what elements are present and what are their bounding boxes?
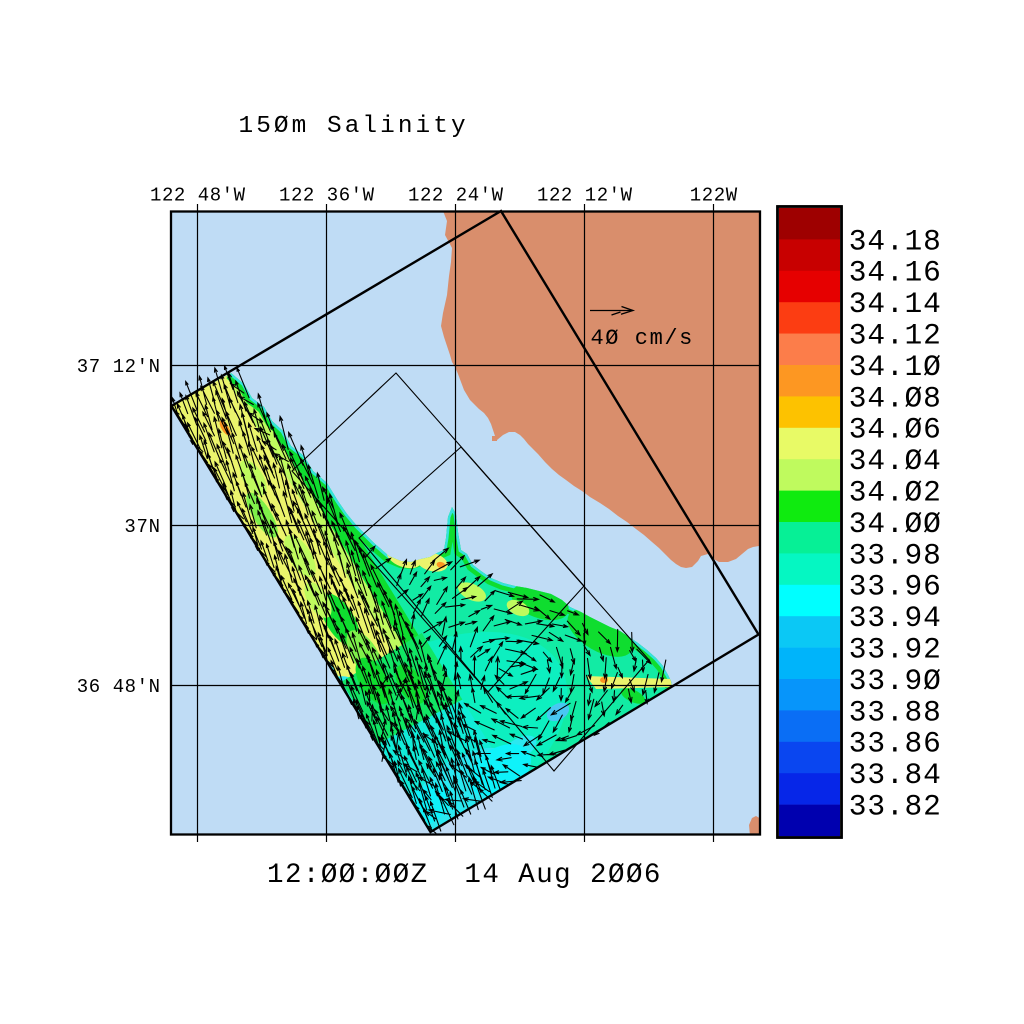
svg-text:34.14: 34.14 [849, 287, 941, 321]
svg-text:122 36'W: 122 36'W [279, 184, 375, 206]
svg-text:33.98: 33.98 [849, 538, 941, 572]
svg-text:34.18: 34.18 [849, 224, 941, 258]
svg-text:15Øm Salinity: 15Øm Salinity [239, 113, 466, 140]
svg-text:34.ØØ: 34.ØØ [849, 507, 941, 541]
svg-text:34.Ø4: 34.Ø4 [849, 444, 941, 478]
svg-text:4Ø cm/s: 4Ø cm/s [591, 326, 693, 351]
svg-text:34.1Ø: 34.1Ø [849, 350, 941, 384]
svg-text:12:ØØ:ØØZ 14 Aug 2ØØ6: 12:ØØ:ØØZ 14 Aug 2ØØ6 [267, 860, 660, 891]
svg-text:122 24'W: 122 24'W [408, 184, 504, 206]
svg-text:37 12'N: 37 12'N [77, 356, 160, 378]
svg-text:33.92: 33.92 [849, 633, 941, 667]
svg-text:34.Ø8: 34.Ø8 [849, 381, 941, 415]
svg-text:33.82: 33.82 [849, 790, 941, 824]
svg-text:36 48'N: 36 48'N [77, 676, 160, 698]
svg-text:34.Ø6: 34.Ø6 [849, 413, 941, 447]
svg-text:122W: 122W [690, 184, 738, 206]
svg-text:37N: 37N [124, 516, 160, 538]
svg-text:34.16: 34.16 [849, 256, 941, 290]
svg-text:34.12: 34.12 [849, 319, 941, 353]
svg-text:33.94: 33.94 [849, 601, 941, 635]
svg-text:33.96: 33.96 [849, 570, 941, 604]
svg-text:33.9Ø: 33.9Ø [849, 664, 941, 698]
svg-text:34.Ø2: 34.Ø2 [849, 476, 941, 510]
svg-text:33.88: 33.88 [849, 695, 941, 729]
svg-text:122 48'W: 122 48'W [150, 184, 246, 206]
svg-text:33.86: 33.86 [849, 727, 941, 761]
svg-text:122 12'W: 122 12'W [537, 184, 633, 206]
svg-text:33.84: 33.84 [849, 758, 941, 792]
